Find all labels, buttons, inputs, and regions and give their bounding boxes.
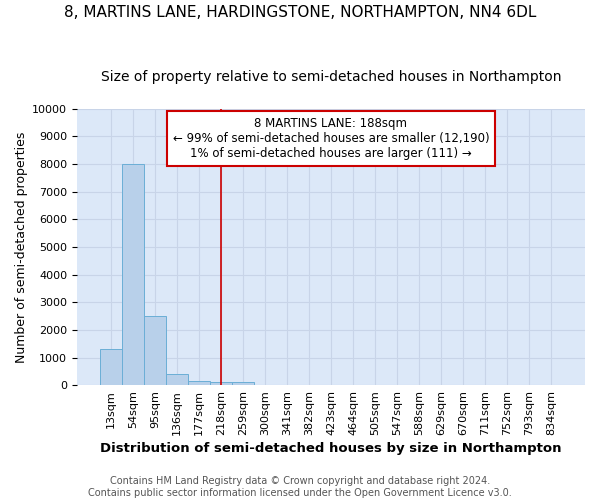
Text: 8, MARTINS LANE, HARDINGSTONE, NORTHAMPTON, NN4 6DL: 8, MARTINS LANE, HARDINGSTONE, NORTHAMPT… [64,5,536,20]
Text: 8 MARTINS LANE: 188sqm
← 99% of semi-detached houses are smaller (12,190)
1% of : 8 MARTINS LANE: 188sqm ← 99% of semi-det… [173,117,489,160]
Bar [100,350,122,385]
Bar [232,382,254,385]
Bar [166,374,188,385]
Title: Size of property relative to semi-detached houses in Northampton: Size of property relative to semi-detach… [101,70,561,84]
Bar [144,316,166,385]
Y-axis label: Number of semi-detached properties: Number of semi-detached properties [15,132,28,362]
Bar [210,382,232,385]
X-axis label: Distribution of semi-detached houses by size in Northampton: Distribution of semi-detached houses by … [100,442,562,455]
Bar [188,381,210,385]
Text: Contains HM Land Registry data © Crown copyright and database right 2024.
Contai: Contains HM Land Registry data © Crown c… [88,476,512,498]
Bar [122,164,144,385]
